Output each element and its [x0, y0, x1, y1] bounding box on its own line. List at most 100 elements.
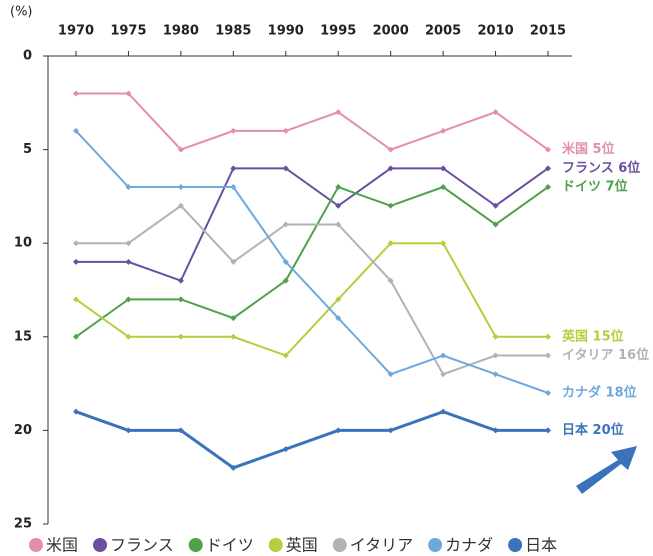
point-marker — [387, 202, 394, 209]
end-label: 日本 20位 — [562, 422, 624, 438]
point-marker — [492, 427, 499, 434]
point-marker — [335, 221, 342, 228]
legend-marker — [268, 538, 283, 552]
point-marker — [545, 165, 551, 172]
legend-marker — [428, 538, 443, 552]
point-marker — [125, 240, 132, 247]
y-tick-label: 0 — [23, 49, 32, 64]
legend-marker — [29, 538, 43, 552]
point-marker — [492, 221, 499, 228]
x-tick-label: 1995 — [320, 24, 356, 39]
point-marker — [335, 296, 342, 303]
point-marker — [282, 446, 289, 453]
series-line — [75, 410, 548, 470]
point-marker — [177, 184, 184, 191]
point-marker — [73, 90, 79, 97]
point-marker — [282, 127, 289, 134]
series-line — [75, 130, 549, 394]
point-marker — [125, 296, 132, 303]
end-label: ドイツ 7位 — [562, 179, 628, 195]
legend-label: 日本 — [525, 536, 557, 555]
point-marker — [440, 165, 447, 172]
point-marker — [335, 184, 342, 191]
x-tick-label: 2000 — [373, 24, 409, 39]
point-marker — [440, 127, 447, 134]
point-marker — [282, 352, 289, 359]
point-marker — [125, 427, 132, 434]
point-marker — [73, 127, 79, 134]
point-marker — [387, 146, 394, 153]
point-marker — [335, 109, 342, 116]
point-marker — [387, 371, 394, 378]
point-marker — [440, 352, 447, 359]
end-label: カナダ 18位 — [562, 384, 637, 400]
point-marker — [125, 333, 132, 340]
point-marker — [125, 90, 132, 97]
point-marker — [73, 296, 79, 303]
x-tick-label: 1990 — [268, 24, 304, 39]
series-line — [75, 185, 549, 338]
point-marker — [177, 202, 184, 209]
y-axis-label: (%) — [10, 5, 33, 20]
legend-marker — [332, 538, 347, 552]
point-marker — [545, 333, 551, 340]
point-marker — [282, 221, 289, 228]
end-label: イタリア 16位 — [562, 347, 649, 363]
point-marker — [440, 184, 447, 191]
y-tick-label: 5 — [23, 142, 32, 157]
end-label: フランス 6位 — [562, 160, 640, 176]
point-marker — [440, 371, 447, 378]
point-marker — [73, 240, 79, 247]
point-marker — [230, 127, 237, 134]
point-marker — [282, 165, 289, 172]
arrow — [576, 446, 637, 494]
y-tick-label: 20 — [14, 423, 32, 438]
legend-label: 英国 — [286, 536, 318, 555]
point-marker — [230, 184, 237, 191]
series-line — [76, 167, 549, 282]
x-tick-label: 2015 — [530, 24, 566, 39]
point-marker — [387, 427, 394, 434]
legend-label: カナダ — [445, 536, 493, 555]
series-line — [75, 242, 548, 357]
point-marker — [492, 371, 499, 378]
x-tick-label: 1980 — [163, 24, 199, 39]
point-marker — [335, 202, 342, 209]
point-marker — [492, 333, 499, 340]
point-marker — [545, 146, 551, 153]
x-tick-label: 1975 — [110, 24, 146, 39]
point-marker — [73, 258, 79, 265]
point-marker — [177, 146, 184, 153]
point-marker — [73, 408, 79, 415]
point-marker — [73, 333, 79, 340]
point-marker — [125, 184, 132, 191]
point-marker — [545, 389, 551, 396]
point-marker — [282, 258, 289, 265]
x-tick-label: 2010 — [477, 24, 513, 39]
legend-marker — [188, 538, 203, 552]
point-marker — [230, 315, 237, 322]
y-tick-label: 10 — [14, 236, 32, 251]
point-marker — [440, 408, 447, 415]
end-label: 英国 15位 — [561, 328, 624, 344]
y-tick-label: 25 — [14, 517, 32, 532]
point-marker — [335, 427, 342, 434]
series-line — [76, 92, 549, 151]
point-marker — [492, 352, 499, 359]
point-marker — [230, 258, 237, 265]
point-marker — [440, 240, 447, 247]
point-marker — [545, 184, 551, 191]
legend-label: ドイツ — [206, 536, 254, 555]
point-marker — [177, 427, 184, 434]
point-marker — [545, 427, 551, 434]
x-tick-label: 2005 — [425, 24, 461, 39]
point-marker — [177, 296, 184, 303]
point-marker — [177, 277, 184, 284]
legend-label: 米国 — [46, 536, 78, 555]
x-tick-label: 1985 — [215, 24, 251, 39]
legend-label: イタリア — [350, 536, 413, 555]
point-marker — [282, 277, 289, 284]
point-marker — [125, 258, 132, 265]
point-marker — [492, 109, 499, 116]
